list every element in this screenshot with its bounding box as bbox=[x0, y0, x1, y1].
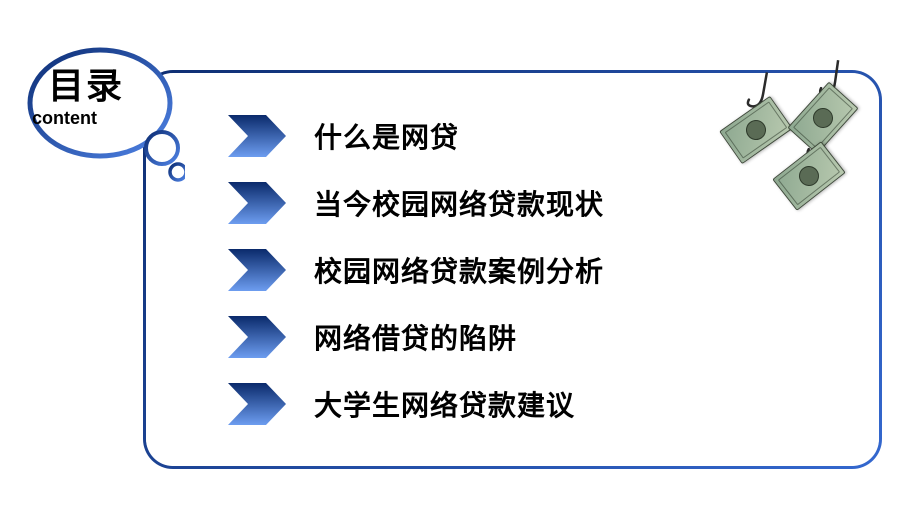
toc-item: 校园网络贷款案例分析 bbox=[228, 249, 604, 291]
toc-item: 当今校园网络贷款现状 bbox=[228, 182, 604, 224]
bill-icon bbox=[719, 96, 793, 164]
toc-item-label: 什么是网贷 bbox=[314, 116, 459, 156]
toc-item-label: 当今校园网络贷款现状 bbox=[314, 183, 604, 223]
toc-item-label: 校园网络贷款案例分析 bbox=[314, 250, 604, 290]
toc-item: 网络借贷的陷阱 bbox=[228, 316, 604, 358]
arrow-icon bbox=[228, 115, 286, 157]
money-hooks-icon bbox=[720, 78, 870, 213]
bubble-subtitle: content bbox=[32, 108, 97, 129]
arrow-icon bbox=[228, 383, 286, 425]
toc-item-label: 网络借贷的陷阱 bbox=[314, 317, 517, 357]
arrow-icon bbox=[228, 316, 286, 358]
arrow-icon bbox=[228, 249, 286, 291]
toc-list: 什么是网贷 当今校园网络贷款现状 校园网络贷款案例分析 网络借贷的陷阱 大学生网… bbox=[228, 115, 604, 425]
bubble-title: 目录 bbox=[48, 57, 124, 109]
arrow-icon bbox=[228, 182, 286, 224]
toc-item: 大学生网络贷款建议 bbox=[228, 383, 604, 425]
toc-item-label: 大学生网络贷款建议 bbox=[314, 384, 575, 424]
toc-item: 什么是网贷 bbox=[228, 115, 604, 157]
